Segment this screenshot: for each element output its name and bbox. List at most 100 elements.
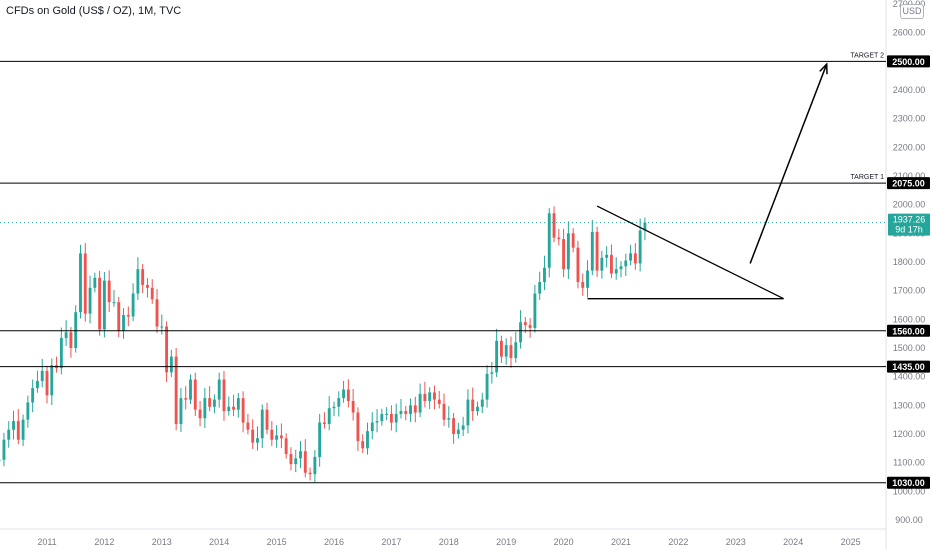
candle-body	[586, 270, 589, 288]
candle-body	[499, 340, 503, 357]
candle-body	[107, 280, 111, 303]
candle	[112, 290, 116, 307]
candle	[246, 413, 250, 435]
candle-body	[476, 406, 479, 412]
level-1030-label: 1030.00	[892, 478, 925, 488]
candle	[643, 217, 647, 241]
candle-body	[136, 269, 140, 294]
candle	[370, 412, 374, 440]
candle	[88, 275, 92, 324]
time-tick-label: 2023	[726, 537, 746, 547]
candle	[184, 386, 188, 410]
candle	[423, 381, 427, 408]
candle	[45, 365, 49, 404]
candle-body	[126, 315, 130, 317]
candle-body	[514, 342, 518, 359]
candle	[605, 246, 609, 268]
candle-body	[351, 401, 355, 413]
candle	[600, 250, 604, 279]
time-tick-label: 2020	[554, 537, 574, 547]
candle-body	[428, 392, 432, 402]
candle	[629, 244, 633, 266]
candle-body	[98, 277, 102, 330]
candle	[533, 284, 537, 333]
candle	[98, 270, 102, 336]
candle	[346, 379, 350, 408]
candle	[447, 406, 451, 428]
candle-body	[337, 398, 341, 407]
candle-body	[236, 398, 240, 410]
candle	[16, 409, 20, 445]
candle	[351, 388, 355, 421]
candle	[146, 278, 149, 298]
candle	[356, 407, 360, 451]
candle	[131, 283, 135, 322]
candle	[284, 433, 288, 459]
candle	[552, 206, 556, 243]
candle-body	[466, 399, 470, 426]
candle-body	[64, 332, 68, 338]
time-axis[interactable]: 2011 2012 2013 2014 2015 2016 2017 2018 2019 2020…	[37, 537, 860, 547]
candle-body	[222, 379, 226, 412]
candle	[452, 413, 456, 444]
time-tick-label: 2011	[37, 537, 56, 547]
candle-body	[633, 253, 637, 264]
candle	[633, 243, 637, 270]
candle-body	[299, 451, 302, 459]
candle	[337, 391, 341, 417]
candle-body	[193, 379, 197, 410]
candle-body	[571, 233, 575, 248]
chart-title: CFDs on Gold (US$ / OZ), 1M, TVC	[6, 5, 182, 17]
candle	[160, 314, 164, 335]
candle	[327, 396, 331, 431]
candle-body	[461, 425, 465, 430]
price-badge	[888, 213, 930, 236]
candle	[428, 387, 432, 410]
candle	[413, 396, 417, 423]
candle	[409, 398, 412, 422]
candle-body	[614, 269, 618, 274]
time-tick-label: 2018	[439, 537, 459, 547]
candle	[308, 467, 312, 481]
candle-body	[399, 411, 403, 414]
candle	[342, 380, 346, 403]
candle	[126, 306, 130, 327]
time-tick-label: 2017	[381, 537, 401, 547]
candle-body	[246, 422, 250, 430]
price-tick-label: 2300.00	[893, 114, 926, 124]
candle	[289, 447, 293, 471]
candle	[279, 423, 283, 449]
price-tick-label: 900.00	[895, 515, 923, 525]
candle	[476, 401, 479, 416]
candle-body	[471, 399, 475, 412]
candle-body	[566, 233, 570, 270]
candle-body	[45, 370, 49, 396]
candle-body	[251, 429, 255, 443]
candle	[260, 404, 264, 449]
candle	[150, 279, 154, 304]
target-1-note: TARGET 1	[850, 174, 884, 181]
price-axis[interactable]: 900.00 1000.00 1100.00 1200.00 1300.00 1400.0…	[887, 0, 930, 525]
candle-body	[150, 287, 154, 300]
candle-body	[552, 213, 556, 238]
candle-body	[600, 257, 604, 271]
candle	[55, 356, 59, 373]
candle-body	[557, 237, 561, 240]
candle	[265, 402, 269, 435]
candle-body	[50, 365, 54, 396]
candle-body	[303, 451, 307, 473]
currency-button[interactable]: USD	[900, 4, 924, 19]
time-tick-label: 2021	[611, 537, 631, 547]
candle-body	[624, 260, 628, 267]
candle-body	[643, 222, 647, 231]
candle	[232, 394, 235, 416]
level-1435-label: 1435.00	[892, 362, 925, 372]
price-tick-label: 1200.00	[893, 429, 926, 439]
candle-body	[322, 422, 326, 424]
candle	[557, 229, 561, 246]
candle-body	[342, 389, 346, 399]
candle-body	[146, 284, 149, 288]
candle-body	[275, 435, 279, 440]
candle-body	[576, 247, 580, 283]
